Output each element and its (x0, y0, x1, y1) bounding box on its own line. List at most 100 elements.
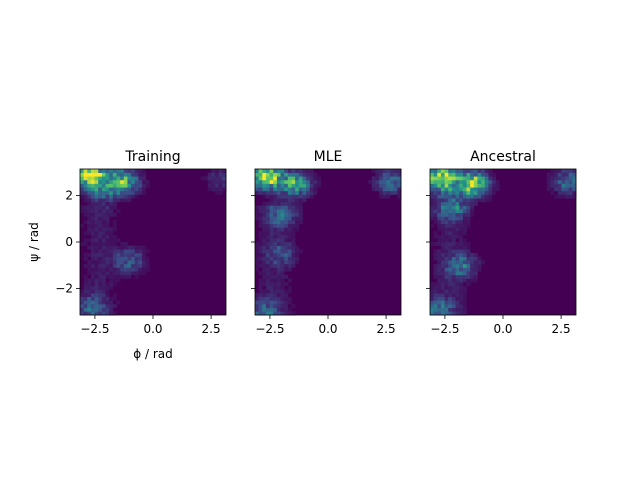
heatmap-cell (430, 209, 434, 214)
heatmap-cell (276, 227, 281, 232)
heatmap-cell (127, 260, 132, 265)
heatmap-cell (448, 176, 453, 181)
heatmap-cell (444, 307, 449, 312)
heatmap-cell (215, 179, 219, 184)
heatmap-cell (291, 212, 296, 217)
heatmap-cell (80, 304, 84, 308)
heatmap-cell (105, 231, 110, 235)
heatmap-cell (440, 307, 445, 312)
heatmap-cell (546, 187, 551, 192)
heatmap-cell (459, 172, 464, 177)
heatmap-cell (437, 179, 442, 184)
heatmap-cell (455, 300, 460, 305)
heatmap-cell (273, 183, 278, 188)
heatmap-cell (437, 227, 442, 232)
heatmap-cell (269, 304, 274, 308)
x-ticks-ancestral: −2.5 0.0 2.5 (430, 315, 571, 336)
x-tick-label: 0.0 (493, 322, 512, 336)
heatmap-cell (284, 205, 289, 210)
heatmap-cell (269, 289, 274, 294)
heatmap-cell (262, 183, 267, 188)
heatmap-cell (306, 172, 311, 177)
heatmap-cell (255, 293, 259, 298)
heatmap-cell (379, 179, 384, 184)
heatmap-cell (451, 183, 456, 188)
heatmap-cell (557, 194, 562, 199)
heatmap-cell (557, 176, 562, 181)
heatmap-cell (112, 190, 117, 195)
heatmap-cell (565, 179, 569, 184)
heatmap-cell (462, 216, 467, 221)
heatmap-cell (455, 260, 460, 265)
heatmap-cell (459, 278, 464, 283)
heatmap-cell (101, 274, 106, 279)
heatmap-cell (459, 176, 464, 181)
heatmap-cell (313, 190, 318, 195)
heatmap-cell (284, 212, 289, 217)
heatmap-cell (80, 190, 84, 195)
heatmap-cell (120, 267, 125, 272)
heatmap-cell (291, 176, 296, 181)
heatmap-cell (448, 201, 453, 206)
heatmap-cell (265, 201, 270, 206)
heatmap-cell (101, 242, 106, 246)
heatmap-cell (273, 267, 278, 272)
x-axis-label: ϕ / rad (133, 347, 173, 361)
heatmap-cell (481, 260, 486, 265)
heatmap-cell (200, 176, 205, 181)
heatmap-cell (145, 256, 150, 261)
heatmap-cell (484, 187, 489, 192)
heatmap-cell (298, 179, 303, 184)
heatmap-cell (269, 238, 274, 243)
heatmap-cell (433, 252, 438, 257)
heatmap-cell (269, 183, 274, 188)
heatmap-cell (433, 183, 438, 188)
heatmap-cell (433, 176, 438, 181)
heatmap-cell (433, 256, 438, 261)
heatmap-cell (557, 172, 562, 177)
heatmap-cell (298, 209, 303, 214)
heatmap-cell (462, 187, 467, 192)
heatmap-cell (98, 256, 103, 261)
heatmap-cell (466, 249, 471, 254)
heatmap-cell (440, 278, 445, 283)
heatmap-cell (477, 172, 482, 177)
heatmap-cell (258, 187, 263, 192)
heatmap-cell (131, 263, 136, 268)
heatmap-cell (258, 190, 263, 195)
heatmap-cell (306, 190, 311, 195)
heatmap-cell (112, 311, 117, 316)
heatmap-cell (437, 205, 442, 210)
heatmap-cell (379, 187, 384, 192)
heatmap-cell (98, 300, 103, 305)
heatmap-cell (120, 176, 125, 181)
heatmap-cell (280, 223, 285, 228)
heatmap-cell (568, 179, 573, 184)
heatmap-cell (382, 187, 387, 192)
heatmap-cell (459, 242, 464, 246)
heatmap-cell (459, 205, 464, 210)
heatmap-cell (215, 187, 219, 192)
heatmap-cell (448, 198, 453, 203)
heatmap-cell (269, 296, 274, 301)
heatmap-cell (451, 212, 456, 217)
heatmap-cell (276, 205, 281, 210)
heatmap-cell (451, 300, 456, 305)
heatmap-cell (291, 242, 296, 246)
heatmap-cell (109, 212, 114, 217)
heatmap-cell (484, 172, 489, 177)
heatmap-cell (430, 205, 434, 210)
heatmap-cell (444, 249, 449, 254)
heatmap-cell (218, 172, 223, 177)
heatmap-cell (437, 267, 442, 272)
heatmap-cell (437, 311, 442, 316)
heatmap-cell (265, 190, 270, 195)
heatmap-cell (284, 293, 289, 298)
heatmap-cell (444, 187, 449, 192)
heatmap-cell (83, 278, 88, 283)
heatmap-cell (433, 212, 438, 217)
heatmap-cell (80, 307, 84, 312)
heatmap-cell (276, 249, 281, 254)
heatmap-cell (255, 183, 259, 188)
heatmap-cell (561, 179, 566, 184)
